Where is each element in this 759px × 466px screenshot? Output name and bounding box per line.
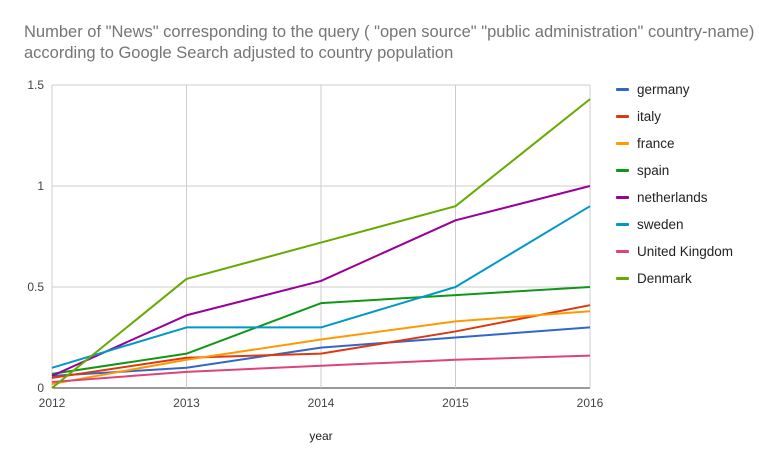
series-line-germany — [51, 326, 591, 377]
series-line-united-kingdom — [51, 354, 591, 383]
legend-swatch — [616, 223, 629, 226]
series-lines — [51, 98, 591, 389]
legend-item[interactable]: United Kingdom — [616, 238, 733, 265]
legend-swatch — [616, 196, 629, 199]
legend-swatch — [616, 277, 629, 280]
legend-label: United Kingdom — [637, 244, 734, 259]
x-tick-label: 2015 — [442, 396, 469, 410]
y-tick-label: 0 — [37, 381, 44, 395]
legend: germany italy france spain netherlands sweden… — [616, 76, 733, 292]
chart-title-line-2: according to Google Search adjusted to c… — [24, 44, 454, 62]
legend-swatch — [616, 250, 629, 253]
x-tick-label: 2016 — [577, 396, 604, 410]
y-tick-label: 1.5 — [27, 78, 44, 92]
legend-item[interactable]: italy — [616, 103, 733, 130]
legend-label: italy — [637, 109, 662, 124]
series-line-denmark — [51, 98, 591, 389]
legend-label: Denmark — [637, 271, 692, 286]
series-line-italy — [51, 304, 591, 379]
y-tick-label: 0.5 — [27, 280, 44, 294]
legend-swatch — [616, 88, 629, 91]
legend-item[interactable]: netherlands — [616, 184, 733, 211]
y-tick-label: 1 — [37, 179, 44, 193]
x-axis-ticks: 2012 2013 2014 2015 2016 — [39, 396, 604, 410]
legend-swatch — [616, 142, 629, 145]
legend-item[interactable]: germany — [616, 76, 733, 103]
legend-item[interactable]: spain — [616, 157, 733, 184]
series-line-france — [51, 310, 591, 385]
chart-title: Number of "News" corresponding to the qu… — [24, 22, 755, 64]
y-axis-ticks: 0 0.5 1 1.5 — [27, 78, 44, 395]
series-line-spain — [51, 286, 591, 375]
legend-item[interactable]: Denmark — [616, 265, 733, 292]
x-axis-label: year — [309, 429, 332, 443]
x-tick-label: 2012 — [39, 396, 66, 410]
legend-item[interactable]: france — [616, 130, 733, 157]
chart-title-line-1: Number of "News" corresponding to the qu… — [24, 23, 755, 41]
legend-label: netherlands — [637, 190, 708, 205]
legend-label: germany — [637, 82, 690, 97]
series-line-sweden — [51, 205, 591, 369]
legend-item[interactable]: sweden — [616, 211, 733, 238]
legend-swatch — [616, 169, 629, 172]
x-tick-label: 2014 — [308, 396, 335, 410]
x-tick-label: 2013 — [173, 396, 200, 410]
series-line-netherlands — [51, 185, 591, 377]
legend-label: sweden — [637, 217, 684, 232]
legend-label: spain — [637, 163, 670, 178]
legend-label: france — [637, 136, 675, 151]
legend-swatch — [616, 115, 629, 118]
